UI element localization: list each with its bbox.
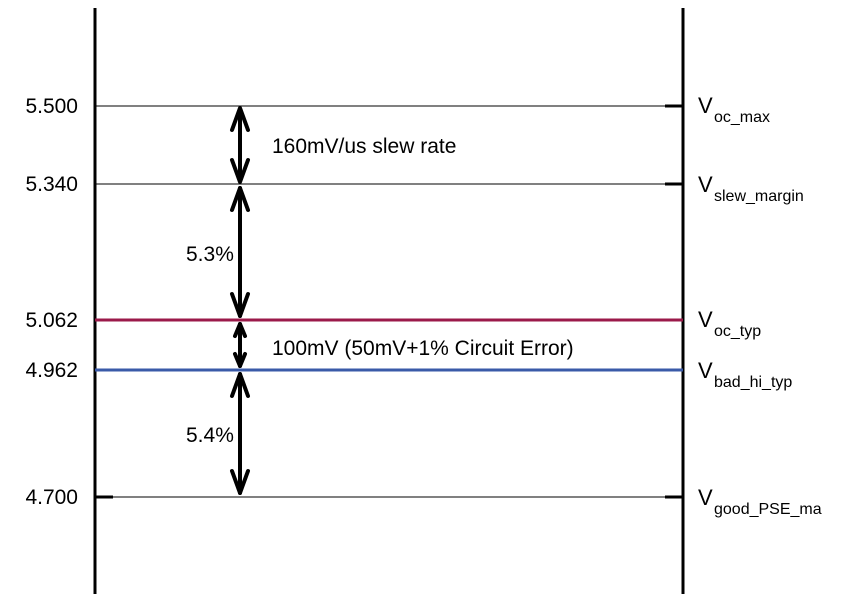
arrow-5-3-percent-range bbox=[230, 186, 250, 318]
symbol-subscript: bad_hi_typ bbox=[714, 374, 792, 391]
symbol-label-vgood-pse: V good_PSE_ma bbox=[698, 485, 822, 518]
percent-5-3-annotation: 5.3% bbox=[186, 243, 234, 266]
arrow-circuit-error-range bbox=[233, 322, 247, 368]
symbol-v: V bbox=[698, 93, 713, 118]
symbol-label-voc-max: V oc_max bbox=[698, 93, 770, 126]
arrow-slew-range bbox=[230, 106, 250, 184]
circuit-error-annotation: 100mV (50mV+1% Circuit Error) bbox=[272, 337, 574, 360]
value-label-4700: 4.700 bbox=[25, 486, 78, 509]
symbol-label-voc-typ: V oc_typ bbox=[698, 307, 761, 340]
arrow-5-4-percent-range bbox=[230, 372, 250, 495]
value-label-5062: 5.062 bbox=[25, 309, 78, 332]
value-label-5340: 5.340 bbox=[25, 173, 78, 196]
symbol-subscript: slew_margin bbox=[714, 188, 804, 205]
symbol-subscript: oc_typ bbox=[714, 323, 761, 340]
value-label-5500: 5.500 bbox=[25, 95, 78, 118]
slew-rate-annotation: 160mV/us slew rate bbox=[272, 135, 456, 158]
symbol-subscript: good_PSE_ma bbox=[714, 501, 822, 518]
percent-5-4-annotation: 5.4% bbox=[186, 424, 234, 447]
symbol-label-vbad-hi-typ: V bad_hi_typ bbox=[698, 358, 792, 391]
symbol-label-vslew-margin: V slew_margin bbox=[698, 172, 804, 205]
symbol-v: V bbox=[698, 307, 713, 332]
symbol-v: V bbox=[698, 485, 713, 510]
symbol-v: V bbox=[698, 358, 713, 383]
symbol-v: V bbox=[698, 172, 713, 197]
value-label-4962: 4.962 bbox=[25, 359, 78, 382]
symbol-subscript: oc_max bbox=[714, 109, 770, 126]
